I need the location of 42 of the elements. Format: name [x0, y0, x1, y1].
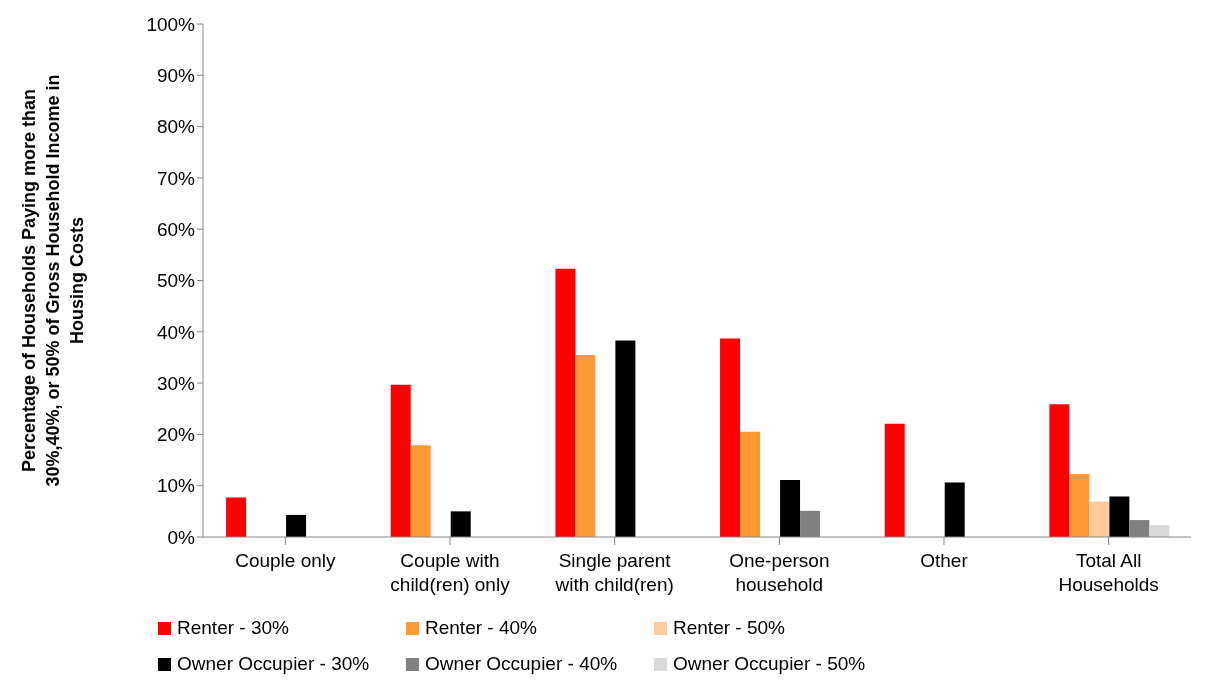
- y-tick-label: 10%: [156, 475, 196, 497]
- legend-label: Renter - 50%: [673, 617, 785, 639]
- bar: [1069, 473, 1090, 537]
- bar: [410, 445, 431, 537]
- x-tick-label: Couple only: [235, 550, 337, 571]
- y-tick-label: 40%: [156, 321, 196, 343]
- bar: [1049, 404, 1070, 537]
- y-tick-label: 0%: [167, 526, 196, 548]
- legend-label: Owner Occupier - 30%: [177, 653, 370, 675]
- bar: [884, 423, 905, 537]
- y-tick-label: 30%: [156, 372, 196, 394]
- y-tick-label: 50%: [156, 270, 196, 292]
- bar: [944, 482, 965, 537]
- y-tick-label: 100%: [146, 13, 196, 35]
- legend-label: Owner Occupier - 50%: [673, 653, 866, 675]
- bar: [720, 338, 741, 537]
- bar: [1089, 501, 1110, 537]
- bar: [615, 340, 636, 537]
- bar: [450, 511, 471, 537]
- bar: [555, 268, 576, 537]
- x-tick-label: Couple with child(ren) only: [390, 550, 511, 595]
- x-tick-label: One-person household: [729, 550, 830, 595]
- bar: [390, 384, 411, 537]
- legend-label: Owner Occupier - 40%: [425, 653, 618, 675]
- y-tick-label: 60%: [156, 218, 196, 240]
- y-tick-label: 80%: [156, 116, 196, 138]
- y-tick-label: 20%: [156, 424, 196, 446]
- bar: [1109, 496, 1130, 537]
- x-tick-label: Total All Households: [1058, 550, 1159, 595]
- bar: [1149, 525, 1170, 537]
- bar: [286, 514, 307, 537]
- bar: [780, 480, 801, 537]
- y-tick-label: 70%: [156, 167, 196, 189]
- bar: [575, 354, 596, 537]
- x-tick-label: Single parent with child(ren): [554, 550, 674, 595]
- bar: [740, 431, 761, 537]
- y-axis-title: Percentage of Households Paying more than 30%,40%, or 50% of Gross Household Income in Housing Costs: [19, 74, 87, 487]
- y-tick-label: 90%: [156, 65, 196, 87]
- bar: [226, 497, 247, 537]
- x-tick-label: Other: [920, 550, 969, 571]
- legend-label: Renter - 30%: [177, 617, 289, 639]
- legend-label: Renter - 40%: [425, 617, 537, 639]
